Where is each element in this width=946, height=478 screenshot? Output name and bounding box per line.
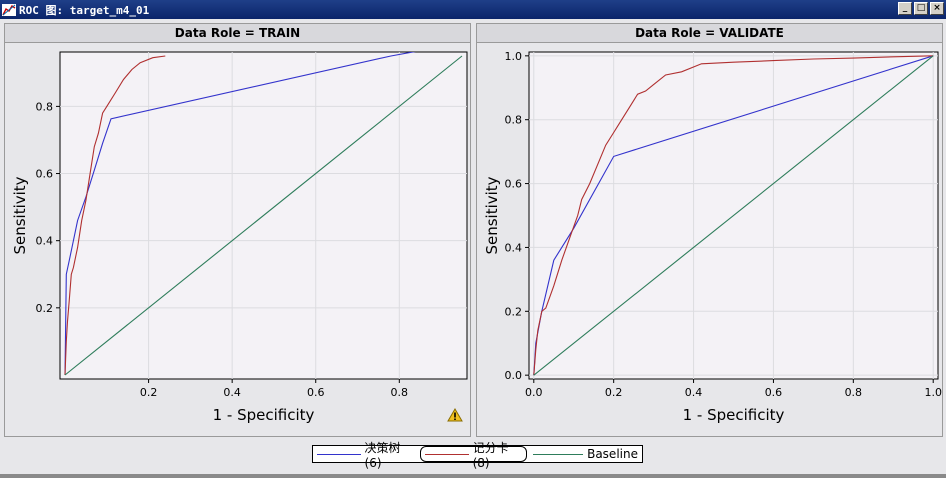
x-tick-label: 1.0 — [924, 386, 942, 399]
y-axis-label: Sensitivity — [483, 176, 501, 254]
warning-mark — [454, 412, 456, 418]
legend-item-scorecard: 记分卡 (8) — [420, 441, 528, 470]
validate-roc-chart: 0.0 0.2 0.4 0.6 0.8 1.0 0.0 0.2 0.4 0.6 0.8 1.0 1 - … — [483, 50, 942, 424]
x-tick-label: 0.8 — [391, 386, 409, 399]
y-tick-label: 0.8 — [36, 100, 54, 113]
x-tick-label: 0.2 — [140, 386, 158, 399]
status-strip — [0, 474, 946, 478]
series-line — [64, 52, 416, 376]
x-tick-label: 0.2 — [605, 386, 623, 399]
legend-item-tree: 决策树 (6) — [313, 441, 418, 470]
close-button[interactable]: × — [930, 2, 944, 15]
y-tick-label: 1.0 — [505, 50, 523, 63]
y-tick-label: 0.4 — [36, 235, 54, 248]
legend-item-baseline: Baseline — [529, 446, 642, 462]
chart-title: Data Role = VALIDATE — [477, 24, 942, 43]
x-tick-label: 0.0 — [525, 386, 543, 399]
series-line — [533, 55, 934, 376]
legend-label: 决策树 (6) — [364, 440, 401, 470]
x-tick-label: 0.8 — [845, 386, 863, 399]
x-tick-label: 0.6 — [765, 386, 783, 399]
x-axis-label: 1 - Specificity — [213, 406, 315, 424]
y-tick-label: 0.0 — [505, 369, 523, 382]
y-tick-label: 0.6 — [36, 168, 54, 181]
minimize-button[interactable]: _ — [898, 2, 912, 15]
series-line — [64, 55, 463, 376]
series-line — [64, 55, 166, 376]
y-axis-label: Sensitivity — [11, 176, 29, 254]
train-chart-panel: Data Role = TRAIN 0.2 0.4 0.6 0.8 0.2 0.4 0.6 0… — [4, 23, 471, 437]
chart-title: Data Role = TRAIN — [5, 24, 470, 43]
series-line — [533, 55, 934, 376]
y-tick-label: 0.2 — [505, 305, 523, 318]
legend-label: 记分卡 (8) — [472, 440, 509, 470]
x-tick-label: 0.4 — [223, 386, 241, 399]
roc-chart-icon — [2, 3, 16, 16]
y-tick-label: 0.4 — [505, 241, 523, 254]
y-tick-label: 0.6 — [505, 178, 523, 191]
train-roc-chart: 0.2 0.4 0.6 0.8 0.2 0.4 0.6 0.8 1 - Specificity S… — [11, 51, 468, 424]
chart-legend: 决策树 (6) 记分卡 (8) Baseline — [312, 441, 643, 470]
window-titlebar[interactable]: ROC 图: target_m4_01 _ □ × — [0, 0, 946, 19]
chart-area: Data Role = TRAIN 0.2 0.4 0.6 0.8 0.2 0.4 0.6 0… — [0, 19, 946, 478]
x-tick-label: 0.6 — [307, 386, 325, 399]
window-title: ROC 图: target_m4_01 — [19, 3, 150, 17]
maximize-button[interactable]: □ — [914, 2, 928, 15]
x-axis-label: 1 - Specificity — [683, 406, 785, 424]
series-line — [533, 55, 934, 376]
legend-swatch — [425, 453, 469, 455]
y-tick-label: 0.8 — [505, 114, 523, 127]
warning-dot — [454, 418, 456, 420]
legend-label: Baseline — [587, 447, 638, 461]
validate-chart-panel: Data Role = VALIDATE 0.0 0.2 0.4 0.6 0.8 1.0 0… — [476, 23, 943, 437]
x-tick-label: 0.4 — [685, 386, 703, 399]
legend-swatch — [533, 453, 584, 455]
warning-icon — [447, 408, 463, 422]
y-tick-label: 0.2 — [36, 302, 54, 315]
legend-swatch — [317, 453, 361, 455]
